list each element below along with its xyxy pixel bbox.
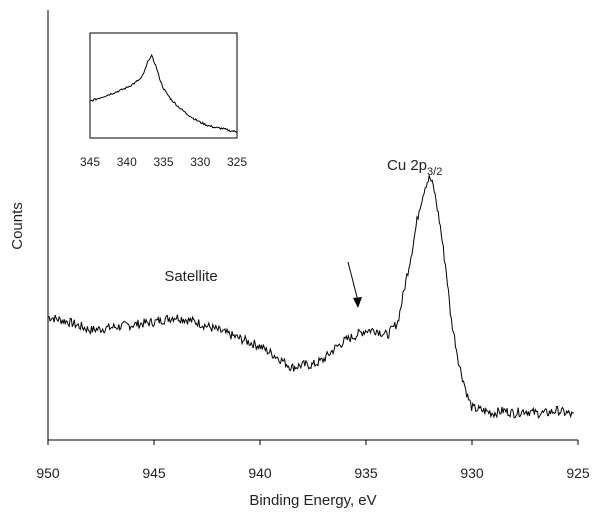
inset-x-tick-label: 335: [153, 155, 173, 169]
satellite-label: Satellite: [164, 268, 217, 285]
cu2p-label-sub: 3/2: [427, 166, 442, 178]
x-axis-title: Binding Energy, eV: [249, 492, 376, 509]
x-tick-label: 930: [460, 465, 484, 481]
x-tick-label: 935: [354, 465, 378, 481]
inset-chart: 345 340 335 330 325: [80, 32, 247, 169]
x-tick-label: 925: [566, 465, 590, 481]
y-axis-title: Counts: [9, 202, 26, 250]
inset-x-tick-label: 325: [227, 155, 247, 169]
inset-x-ticks: 345 340 335 330 325: [80, 155, 247, 169]
inset-frame: [89, 32, 238, 139]
x-tick-label: 940: [248, 465, 272, 481]
inset-x-tick-label: 340: [117, 155, 137, 169]
cu2p-label-main: Cu 2p: [387, 157, 427, 174]
main-axes: [47, 10, 578, 441]
inset-x-tick-label: 330: [190, 155, 210, 169]
spectrum-line: [47, 175, 574, 419]
peak-arrow: [347, 261, 362, 308]
inset-spectrum-line: [89, 53, 238, 133]
x-ticks: 950 945 940 935 930 925: [36, 440, 590, 481]
x-tick-label: 950: [36, 465, 60, 481]
cu2p-label: Cu 2p3/2: [387, 157, 442, 178]
inset-x-tick-label: 345: [80, 155, 100, 169]
x-tick-label: 945: [142, 465, 166, 481]
